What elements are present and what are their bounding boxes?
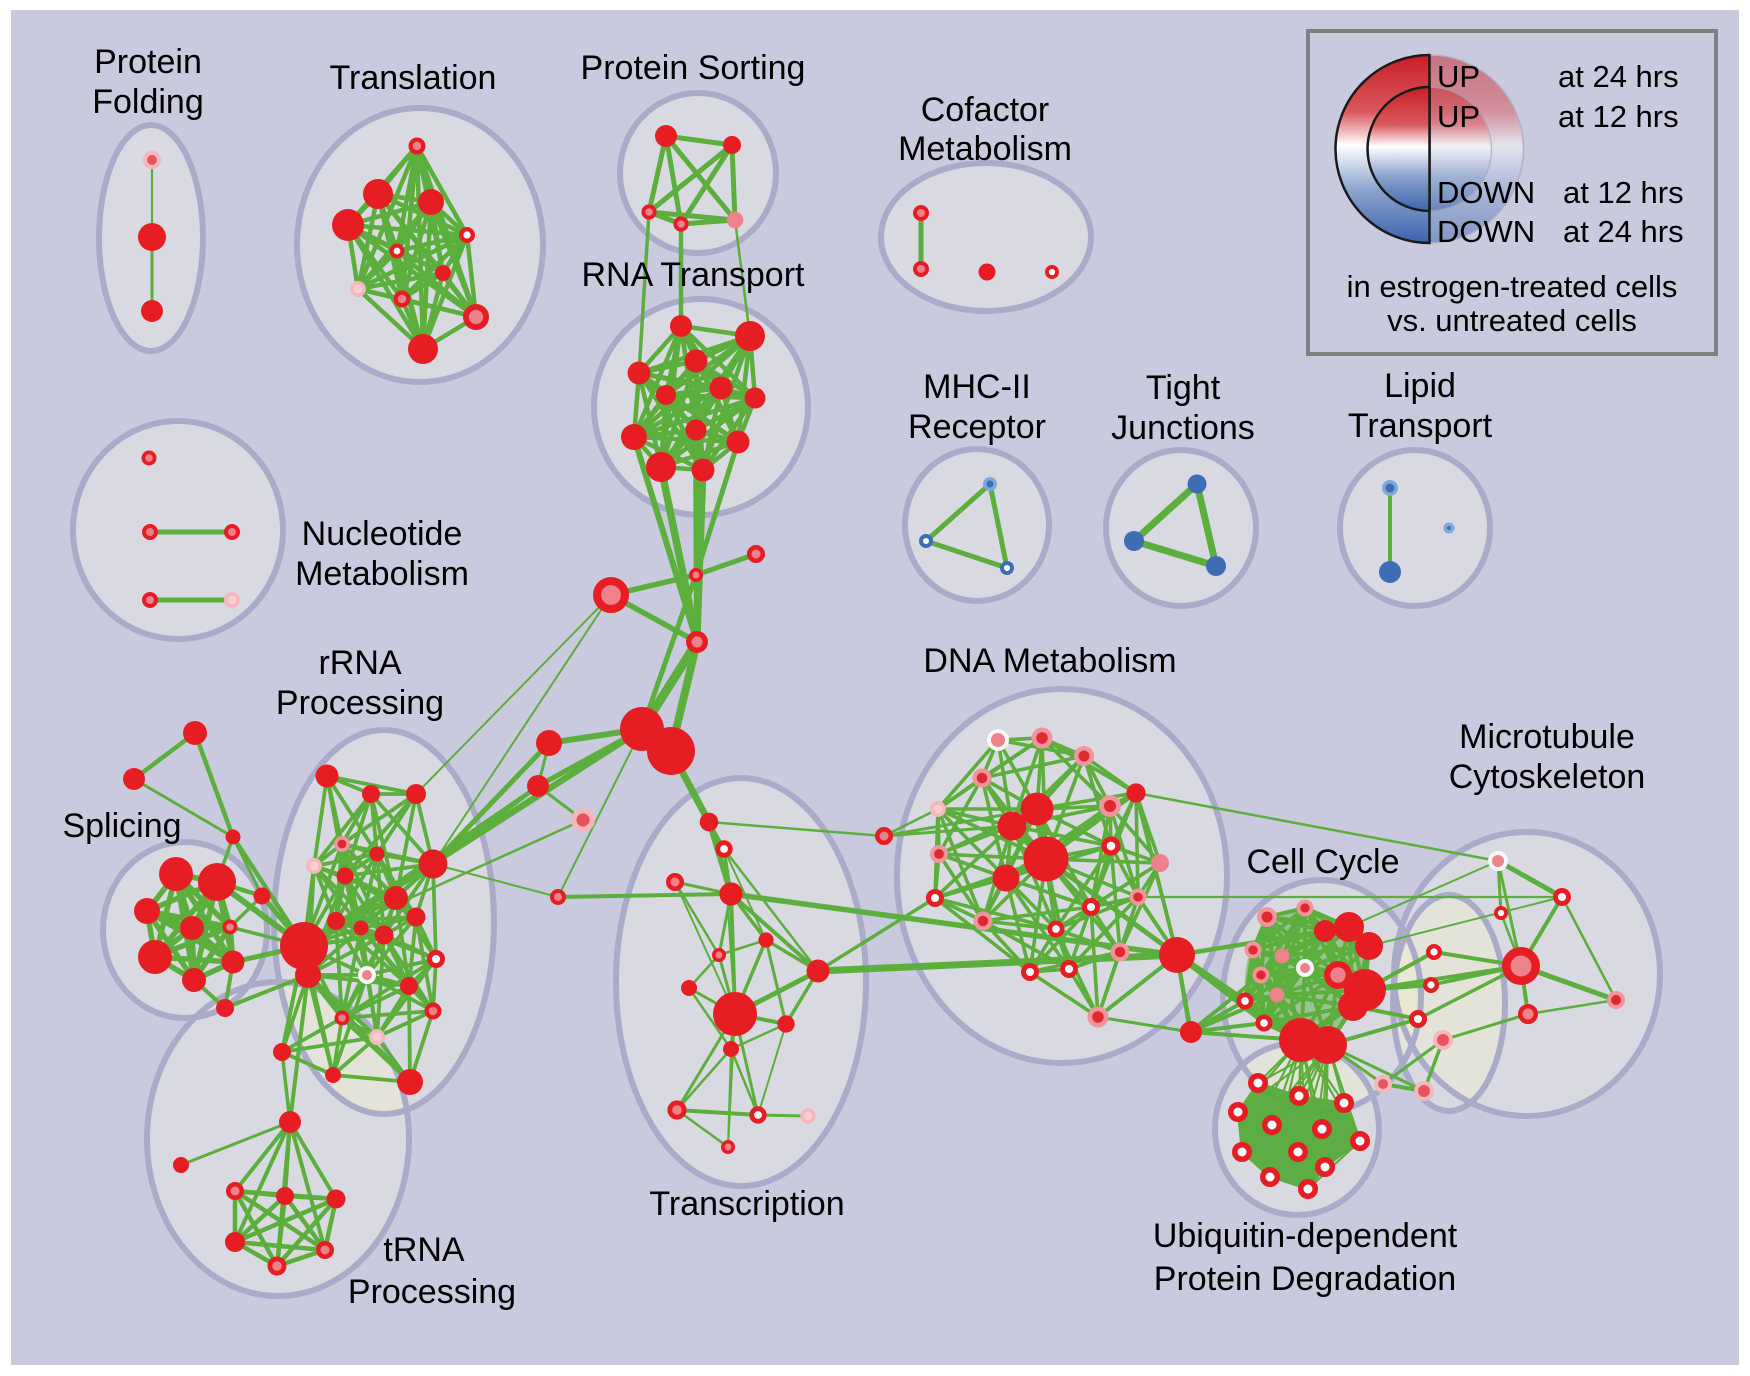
svg-text:vs. untreated cells: vs. untreated cells: [1387, 303, 1637, 338]
svg-text:Protein Degradation: Protein Degradation: [1154, 1260, 1456, 1298]
svg-text:at 24 hrs: at 24 hrs: [1558, 59, 1679, 94]
svg-text:DNA Metabolism: DNA Metabolism: [923, 642, 1176, 680]
svg-text:Ubiquitin-dependent: Ubiquitin-dependent: [1153, 1217, 1458, 1255]
svg-text:Receptor: Receptor: [908, 408, 1046, 446]
svg-text:Transcription: Transcription: [649, 1185, 844, 1223]
svg-text:Junctions: Junctions: [1111, 409, 1255, 447]
svg-text:Processing: Processing: [348, 1273, 516, 1311]
svg-text:Translation: Translation: [330, 59, 497, 97]
svg-text:at 24 hrs: at 24 hrs: [1563, 214, 1684, 249]
svg-text:Transport: Transport: [1348, 407, 1493, 445]
svg-text:Cell Cycle: Cell Cycle: [1246, 843, 1399, 881]
svg-text:DOWN: DOWN: [1437, 214, 1535, 249]
svg-text:Protein: Protein: [94, 43, 202, 81]
svg-text:UP: UP: [1437, 59, 1480, 94]
svg-text:rRNA: rRNA: [318, 644, 401, 682]
svg-text:Processing: Processing: [276, 684, 444, 722]
svg-text:Folding: Folding: [92, 83, 204, 121]
svg-text:Lipid: Lipid: [1384, 367, 1456, 405]
svg-text:MHC-II: MHC-II: [923, 368, 1031, 406]
svg-text:DOWN: DOWN: [1437, 175, 1535, 210]
svg-text:Tight: Tight: [1146, 369, 1221, 407]
svg-text:Metabolism: Metabolism: [295, 555, 469, 593]
svg-text:Splicing: Splicing: [62, 807, 181, 845]
svg-text:at 12 hrs: at 12 hrs: [1563, 175, 1684, 210]
svg-text:RNA Transport: RNA Transport: [582, 256, 806, 294]
svg-text:in estrogen-treated cells: in estrogen-treated cells: [1347, 269, 1678, 304]
svg-text:at 12 hrs: at 12 hrs: [1558, 99, 1679, 134]
svg-text:tRNA: tRNA: [383, 1231, 465, 1269]
svg-text:UP: UP: [1437, 99, 1480, 134]
svg-text:Cytoskeleton: Cytoskeleton: [1449, 758, 1646, 796]
svg-text:Nucleotide: Nucleotide: [302, 515, 463, 553]
svg-text:Metabolism: Metabolism: [898, 130, 1072, 168]
svg-text:Microtubule: Microtubule: [1459, 718, 1635, 756]
svg-text:Cofactor: Cofactor: [921, 91, 1050, 129]
svg-text:Protein Sorting: Protein Sorting: [581, 49, 806, 87]
